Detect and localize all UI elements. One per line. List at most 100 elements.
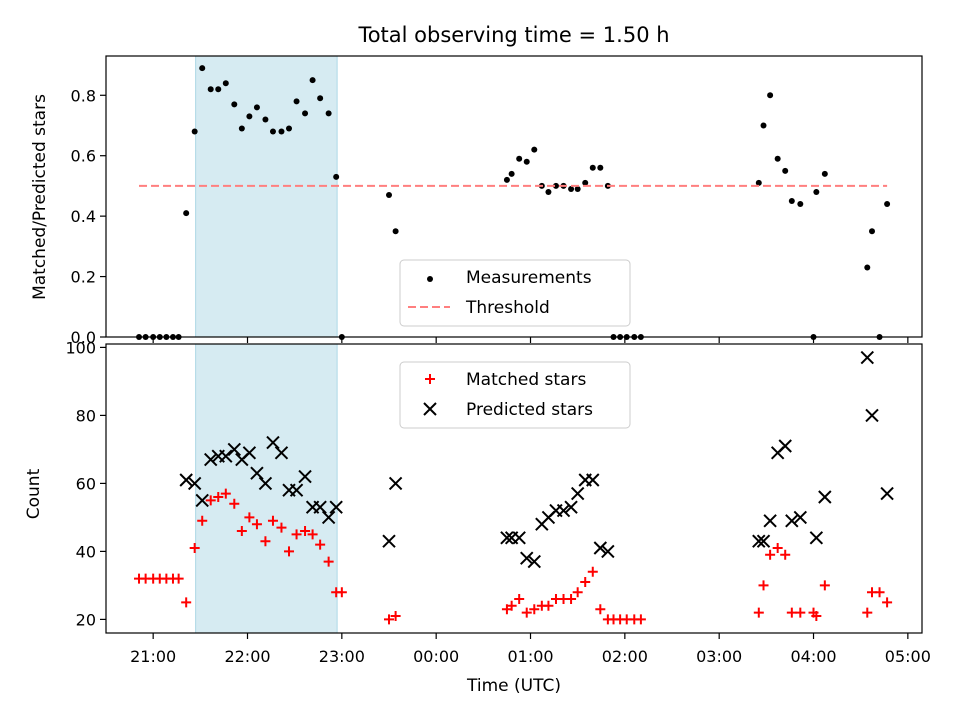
measurement-point (222, 80, 229, 87)
predicted-star-point (179, 473, 193, 487)
measurement-point (293, 98, 300, 105)
measurement-point (191, 128, 198, 135)
predicted-star-point (382, 534, 396, 548)
predicted-star-point (313, 500, 327, 514)
matched-star-point (566, 594, 577, 604)
measurement-point (788, 198, 795, 205)
legend-marker-x (423, 402, 437, 416)
y-tick-label: 60 (76, 474, 96, 493)
measurement-point (183, 210, 190, 217)
matched-star-point (244, 512, 255, 523)
y-tick-label: 80 (76, 406, 96, 425)
x-tick-label: 03:00 (696, 647, 742, 666)
matched-star-point (291, 529, 302, 540)
predicted-star-point (556, 503, 571, 518)
matched-star-point (811, 611, 822, 621)
series-predicted-stars (179, 350, 894, 569)
predicted-star-point (860, 350, 874, 365)
observing-window-span (195, 55, 338, 338)
predicted-star-point (329, 500, 343, 514)
predicted-star-point (865, 408, 879, 423)
predicted-star-point (778, 439, 792, 453)
matched-star-point (229, 498, 240, 509)
y-tick-label: 0.8 (71, 86, 96, 105)
predicted-star-point (219, 449, 233, 463)
matched-star-point (772, 543, 783, 553)
matched-star-point (236, 526, 247, 536)
matched-star-point (514, 594, 525, 604)
predicted-star-point (570, 486, 585, 501)
matched-star-point (181, 597, 192, 608)
axes-frame (105, 55, 923, 338)
x-tick-label: 02:00 (602, 647, 648, 666)
measurement-point (864, 264, 871, 271)
predicted-star-point (298, 469, 312, 484)
top-panel: 0.0 0.2 0.4 0.6 0.8 Measurements Threshold (71, 55, 923, 347)
matched-star-point (300, 526, 311, 536)
legend-label: Measurements (466, 268, 592, 288)
legend-box (399, 259, 631, 327)
measurement-point (246, 113, 253, 120)
predicted-star-point (520, 551, 534, 565)
matched-star-point (819, 580, 830, 591)
x-tick-label: 05:00 (885, 647, 931, 666)
measurement-point (582, 179, 589, 186)
matched-star-point (323, 556, 334, 567)
predicted-star-point (195, 493, 209, 508)
measurement-point (552, 182, 559, 189)
predicted-star-point (187, 476, 202, 491)
legend-label: Predicted stars (466, 400, 593, 420)
predicted-star-point (204, 452, 218, 467)
y-tick-label: 0.2 (71, 268, 96, 287)
matched-star-point (384, 614, 395, 625)
predicted-star-point (564, 500, 578, 514)
matched-star-point (765, 549, 776, 560)
measurement-point (813, 188, 820, 195)
measurement-point (767, 92, 774, 99)
measurement-point (215, 86, 222, 93)
predicted-star-point (818, 490, 832, 504)
matched-star-point (276, 522, 287, 533)
x-tick-label: 01:00 (507, 647, 553, 666)
measurement-point (207, 86, 214, 93)
matched-star-point (315, 539, 326, 550)
matched-star-point (251, 519, 262, 530)
predicted-star-point (242, 446, 257, 460)
measurement-point (333, 173, 340, 180)
predicted-star-point (809, 531, 824, 545)
matched-star-point (260, 536, 271, 547)
bottom-panel: 21:00 22:00 23:00 00:00 01:00 02:00 03:00 04:00… (65, 338, 930, 666)
predicted-star-point (258, 476, 273, 491)
measurement-point (589, 164, 596, 171)
matched-star-point (780, 549, 791, 560)
measurement-point (755, 179, 762, 186)
matched-star-point (213, 492, 224, 502)
matched-star-point (543, 600, 554, 611)
predicted-star-point (763, 514, 777, 528)
measurement-point (884, 201, 891, 208)
matched-star-point (220, 488, 231, 499)
matched-star-point (197, 515, 208, 526)
predicted-star-point (388, 476, 403, 491)
y-axis-label-bottom: Count (24, 468, 44, 519)
predicted-star-point (752, 534, 766, 548)
predicted-star-point (227, 442, 242, 457)
measurement-point (821, 170, 828, 177)
y-tick-label: 40 (76, 542, 96, 561)
measurement-point (325, 110, 332, 117)
legend-box (399, 361, 631, 429)
matched-star-point (572, 587, 583, 598)
predicted-star-point (785, 514, 799, 528)
legend-label: Matched stars (466, 370, 586, 390)
series-matched-stars (134, 488, 893, 625)
measurement-point (574, 185, 581, 192)
matched-star-point (307, 529, 318, 540)
observing-window-span (195, 343, 338, 634)
matched-star-point (753, 607, 764, 618)
predicted-star-point (266, 435, 280, 450)
legend: Matched stars Predicted stars (399, 361, 631, 429)
predicted-star-point (756, 534, 771, 548)
matched-star-point (635, 614, 646, 625)
matched-star-point (506, 600, 517, 611)
y-tick-label: 20 (76, 610, 96, 629)
